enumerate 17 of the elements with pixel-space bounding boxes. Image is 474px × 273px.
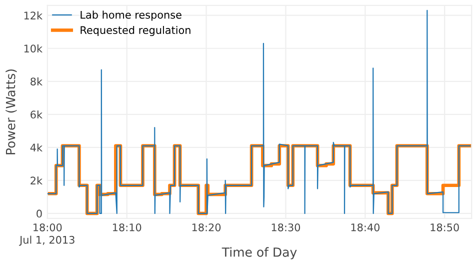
x-tick-label: 18:40	[351, 223, 380, 232]
x-tick-label: 18:20	[192, 223, 221, 232]
x-axis-title: Time of Day	[222, 247, 297, 260]
y-tick-label: 6k	[30, 110, 43, 119]
y-tick-label: 12k	[24, 11, 43, 20]
x-tick-label: 18:00 Jul 1, 2013	[19, 223, 74, 246]
y-tick-label: 0	[36, 210, 42, 218]
y-tick-label: 2k	[30, 176, 43, 184]
x-tick-label: 18:30	[272, 223, 300, 232]
legend-label: Requested regulation	[80, 26, 190, 36]
y-tick-label: 8k	[30, 77, 43, 86]
x-tick-label: 18:50	[430, 223, 459, 232]
x-tick-label: 18:10	[112, 223, 142, 232]
y-tick-label: 10k	[24, 44, 43, 52]
y-tick-label: 4k	[30, 143, 43, 152]
legend-label: Lab home response	[80, 10, 182, 21]
y-axis-title: Power (Watts)	[6, 69, 17, 154]
